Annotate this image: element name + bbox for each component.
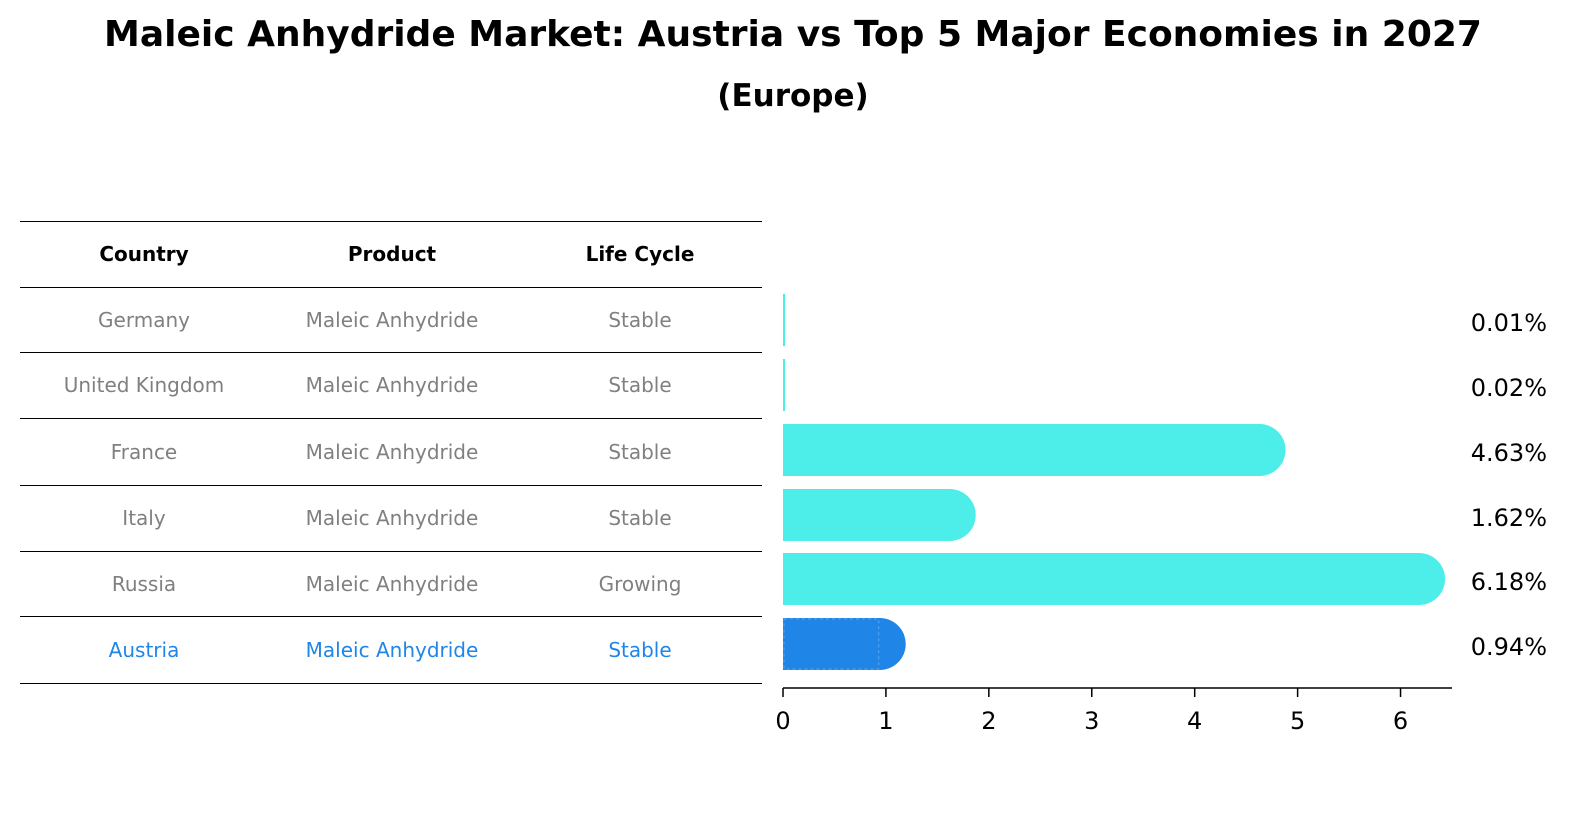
cell-life-cycle: Stable bbox=[608, 439, 672, 464]
data-label: 4.63% bbox=[1471, 439, 1547, 467]
table-divider bbox=[20, 551, 762, 552]
header-country: Country bbox=[99, 242, 189, 266]
header-life-cycle: Life Cycle bbox=[585, 242, 695, 266]
bar bbox=[783, 489, 976, 541]
cell-country: United Kingdom bbox=[63, 373, 225, 397]
table-divider bbox=[20, 221, 762, 222]
bar-outline bbox=[783, 618, 880, 670]
header-product: Product bbox=[347, 242, 437, 266]
cell-life-cycle: Growing bbox=[598, 571, 682, 596]
table-row: Austria Maleic Anhydride Stable bbox=[20, 616, 762, 683]
bar bbox=[783, 618, 906, 670]
x-tick-label: 3 bbox=[1084, 707, 1099, 735]
bar bbox=[783, 359, 785, 411]
cell-product: Maleic Anhydride bbox=[305, 506, 479, 530]
bar bbox=[783, 424, 1286, 476]
cell-product: Maleic Anhydride bbox=[305, 307, 479, 332]
cell-product: Maleic Anhydride bbox=[305, 373, 479, 397]
table-row: United Kingdom Maleic Anhydride Stable bbox=[20, 352, 762, 418]
table-row: Italy Maleic Anhydride Stable bbox=[20, 485, 762, 551]
table-row: Russia Maleic Anhydride Growing bbox=[20, 551, 762, 616]
x-tick-label: 4 bbox=[1187, 707, 1202, 735]
data-label: 0.01% bbox=[1471, 309, 1547, 337]
table-row: France Maleic Anhydride Stable bbox=[20, 418, 762, 485]
data-label: 0.02% bbox=[1471, 374, 1547, 402]
table-divider bbox=[20, 485, 762, 486]
x-tick-label: 5 bbox=[1290, 707, 1305, 735]
cell-life-cycle: Stable bbox=[608, 307, 672, 332]
cell-country: Germany bbox=[98, 307, 190, 332]
x-tick-label: 2 bbox=[981, 707, 996, 735]
table-divider bbox=[20, 418, 762, 419]
table-divider bbox=[20, 287, 762, 288]
table-row: Germany Maleic Anhydride Stable bbox=[20, 287, 762, 352]
data-label: 1.62% bbox=[1471, 504, 1547, 532]
cell-product: Maleic Anhydride bbox=[305, 571, 479, 596]
cell-country: Russia bbox=[111, 571, 177, 596]
cell-life-cycle: Stable bbox=[608, 506, 672, 530]
bar bbox=[783, 294, 785, 346]
cell-country: Austria bbox=[108, 637, 180, 662]
cell-life-cycle: Stable bbox=[608, 373, 672, 397]
data-label: 0.94% bbox=[1471, 633, 1547, 661]
cell-life-cycle: Stable bbox=[608, 637, 672, 662]
table-divider bbox=[20, 616, 762, 617]
data-label: 6.18% bbox=[1471, 568, 1547, 596]
bar bbox=[783, 553, 1446, 605]
chart-subtitle: (Europe) bbox=[717, 78, 869, 114]
cell-product: Maleic Anhydride bbox=[305, 439, 479, 464]
x-tick-label: 6 bbox=[1393, 707, 1408, 735]
cell-country: Italy bbox=[122, 506, 166, 530]
cell-product: Maleic Anhydride bbox=[305, 637, 479, 662]
cell-country: France bbox=[110, 439, 178, 464]
table-divider bbox=[20, 683, 762, 684]
chart-title: Maleic Anhydride Market: Austria vs Top … bbox=[104, 14, 1482, 55]
table-header: Country Product Life Cycle bbox=[20, 221, 762, 287]
x-tick-label: 0 bbox=[775, 707, 790, 735]
table-divider bbox=[20, 352, 762, 353]
x-tick-label: 1 bbox=[878, 707, 893, 735]
